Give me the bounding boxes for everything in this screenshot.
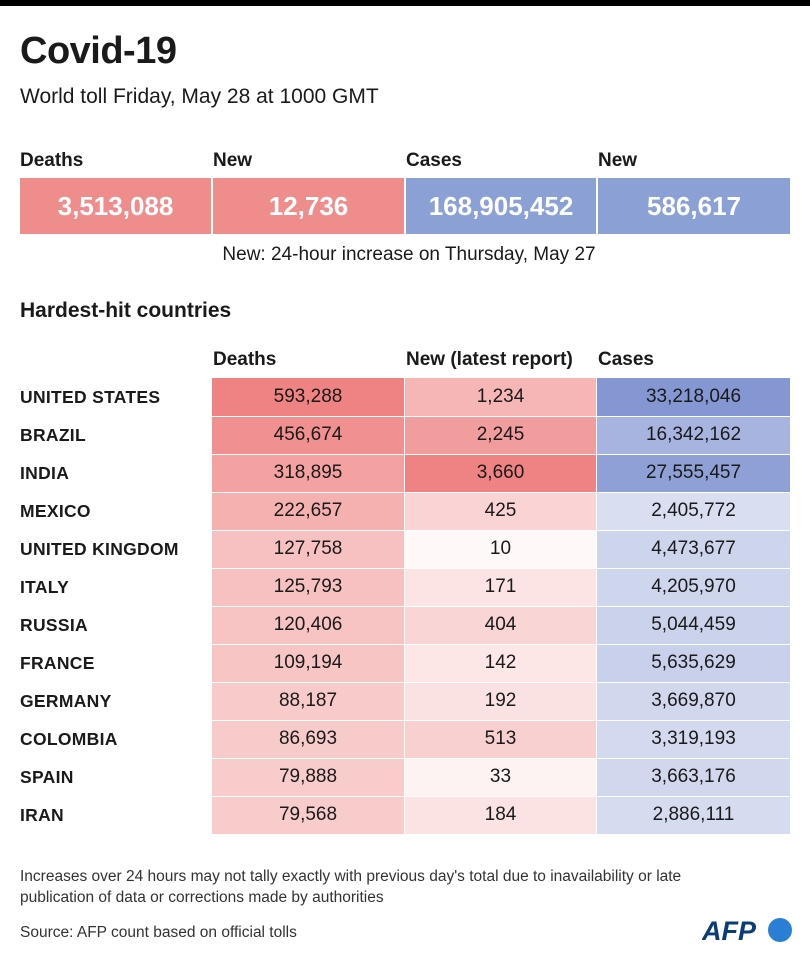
- new-cell: 1,234: [405, 378, 596, 416]
- kpi-value-deaths: 3,513,088: [20, 178, 211, 234]
- top-bar: [0, 0, 810, 6]
- new-cell: 3,660: [405, 454, 596, 492]
- country-label: INDIA: [20, 462, 70, 483]
- row-divider: [212, 606, 790, 607]
- kpi-label-cases: Cases: [406, 150, 462, 171]
- kpi-label-new-cases: New: [598, 150, 638, 171]
- cases-cell: 2,886,111: [597, 796, 790, 834]
- cases-cell: 3,319,193: [597, 720, 790, 758]
- row-divider: [212, 492, 790, 493]
- cases-cell: 27,555,457: [597, 454, 790, 492]
- row-divider: [212, 720, 790, 721]
- deaths-cell: 79,568: [212, 796, 404, 834]
- afp-logo: AFP: [702, 916, 792, 946]
- page-title: Covid-19: [20, 30, 177, 72]
- deaths-cell: 88,187: [212, 682, 404, 720]
- kpi-value-new-deaths: 12,736: [213, 178, 404, 234]
- footnote: Increases over 24 hours may not tally ex…: [20, 868, 682, 906]
- country-label: FRANCE: [20, 652, 95, 673]
- cases-cell: 2,405,772: [597, 492, 790, 530]
- column-header-deaths: Deaths: [213, 349, 277, 370]
- kpi-value-cases: 168,905,452: [406, 178, 596, 234]
- cases-cell: 16,342,162: [597, 416, 790, 454]
- country-label: UNITED STATES: [20, 386, 161, 407]
- cases-cell: 3,663,176: [597, 758, 790, 796]
- new-cell: 404: [405, 606, 596, 644]
- country-label: IRAN: [20, 804, 64, 825]
- source-note: Source: AFP count based on official toll…: [20, 924, 297, 941]
- row-divider: [212, 454, 790, 455]
- deaths-cell: 79,888: [212, 758, 404, 796]
- kpi-label-new-deaths: New: [213, 150, 253, 171]
- row-divider: [212, 758, 790, 759]
- new-cell: 184: [405, 796, 596, 834]
- deaths-cell: 120,406: [212, 606, 404, 644]
- cases-cell: 4,205,970: [597, 568, 790, 606]
- new-cell: 425: [405, 492, 596, 530]
- section-title: Hardest-hit countries: [20, 299, 232, 322]
- row-divider: [212, 530, 790, 531]
- column-header-cases: Cases: [598, 349, 654, 370]
- country-label: ITALY: [20, 576, 70, 597]
- new-cell: 142: [405, 644, 596, 682]
- afp-logo-text: AFP: [702, 916, 757, 946]
- cases-cell: 5,635,629: [597, 644, 790, 682]
- row-divider: [212, 644, 790, 645]
- country-label: MEXICO: [20, 500, 91, 521]
- new-cell: 171: [405, 568, 596, 606]
- new-cell: 33: [405, 758, 596, 796]
- country-label: BRAZIL: [20, 424, 86, 445]
- cases-cell: 4,473,677: [597, 530, 790, 568]
- column-header-new: New (latest report): [406, 349, 573, 370]
- cases-cell: 3,669,870: [597, 682, 790, 720]
- afp-logo-dot: [768, 918, 792, 942]
- row-divider: [212, 682, 790, 683]
- country-label: SPAIN: [20, 766, 74, 787]
- new-cell: 10: [405, 530, 596, 568]
- deaths-cell: 127,758: [212, 530, 404, 568]
- deaths-cell: 318,895: [212, 454, 404, 492]
- kpi-label-deaths: Deaths: [20, 150, 84, 171]
- kpi-note: New: 24-hour increase on Thursday, May 2…: [222, 244, 596, 265]
- deaths-cell: 222,657: [212, 492, 404, 530]
- country-label: COLOMBIA: [20, 728, 118, 749]
- cases-cell: 33,218,046: [597, 378, 790, 416]
- deaths-cell: 86,693: [212, 720, 404, 758]
- cases-cell: 5,044,459: [597, 606, 790, 644]
- country-label: RUSSIA: [20, 614, 88, 635]
- row-divider: [212, 796, 790, 797]
- country-label: GERMANY: [20, 690, 112, 711]
- deaths-cell: 125,793: [212, 568, 404, 606]
- new-cell: 192: [405, 682, 596, 720]
- deaths-cell: 109,194: [212, 644, 404, 682]
- country-label: UNITED KINGDOM: [20, 538, 179, 559]
- page-subtitle: World toll Friday, May 28 at 1000 GMT: [20, 85, 379, 108]
- new-cell: 2,245: [405, 416, 596, 454]
- row-divider: [212, 416, 790, 417]
- kpi-value-new-cases: 586,617: [598, 178, 790, 234]
- deaths-cell: 593,288: [212, 378, 404, 416]
- deaths-cell: 456,674: [212, 416, 404, 454]
- new-cell: 513: [405, 720, 596, 758]
- row-divider: [212, 568, 790, 569]
